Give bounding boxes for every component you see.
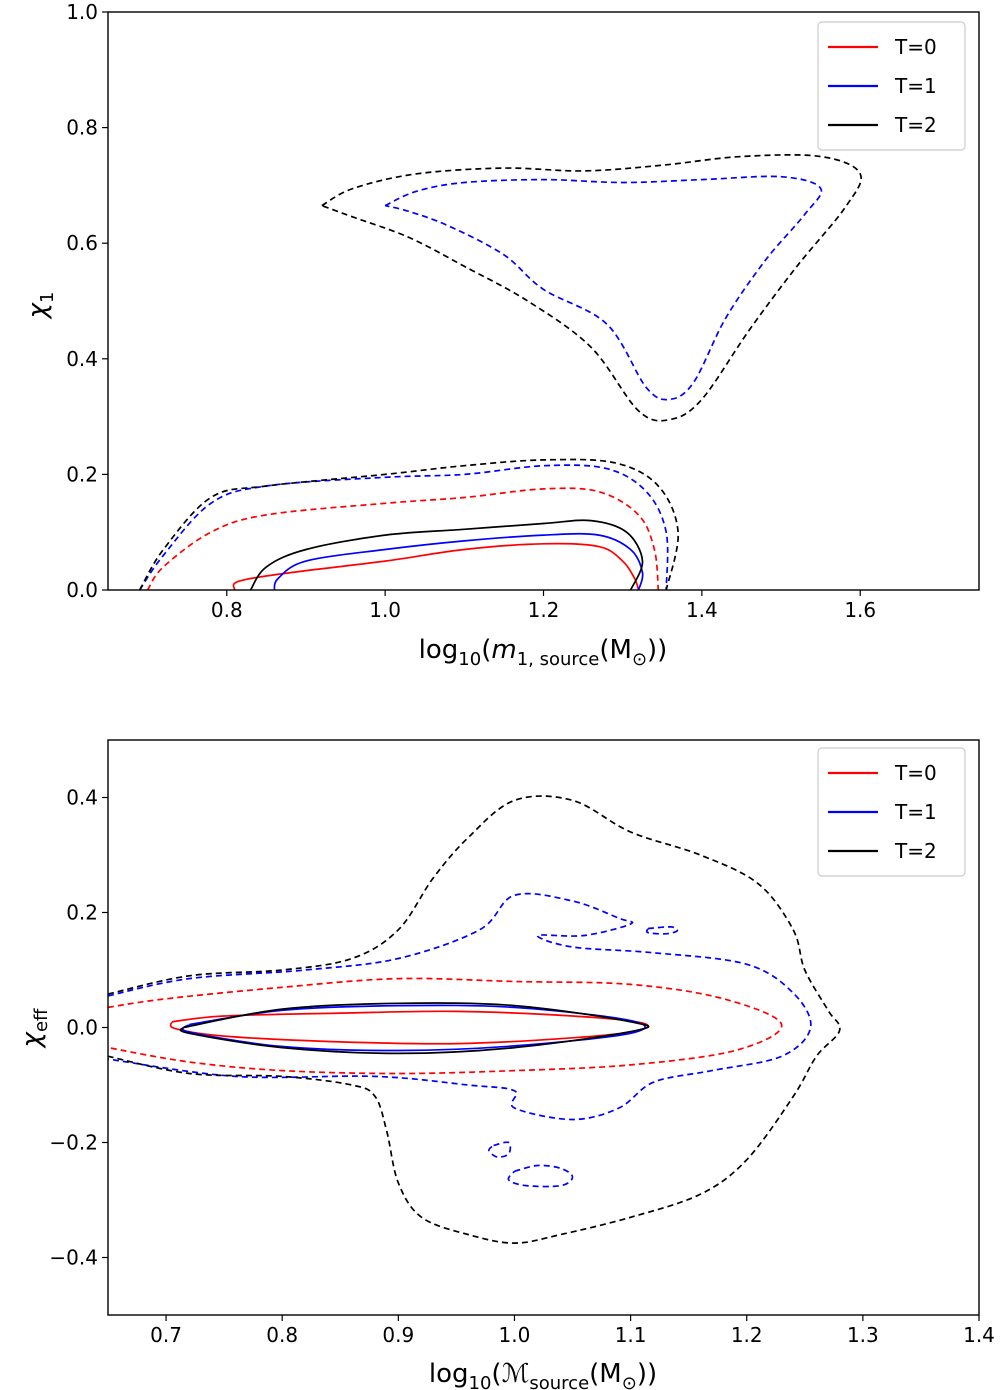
contour-layer [107, 795, 841, 1244]
x-tick-label: 1.3 [847, 1323, 879, 1347]
contour-t1-dashed-4 [507, 1164, 574, 1188]
y-axis-ticks: 0.4 0.2 0.0 −0.2 −0.4 [49, 786, 108, 1270]
x-tick-label: 1.0 [369, 598, 401, 622]
y-axis-label: χeff [17, 1008, 52, 1049]
legend-box [817, 21, 966, 151]
legend-label-t2: T=2 [894, 113, 937, 137]
contour-t1-dashed-2 [645, 925, 679, 935]
y-tick-label: 0.2 [66, 462, 98, 486]
legend-label-t1: T=1 [894, 800, 937, 824]
contour-t2-solid-0 [249, 519, 644, 591]
x-axis-label: log10(ℳsource(M⊙)) [429, 1359, 657, 1390]
legend: T=0 T=1 T=2 [817, 747, 966, 877]
y-tick-label: −0.4 [49, 1246, 98, 1270]
x-tick-label: 1.0 [499, 1323, 531, 1347]
y-axis-label: χ1 [23, 292, 58, 321]
legend-label-t2: T=2 [894, 839, 937, 863]
contour-t2-dashed-2 [321, 153, 862, 422]
contour-t0-dashed-1 [107, 977, 783, 1075]
y-tick-label: 1.0 [66, 0, 98, 24]
contour-t1-solid-0 [273, 532, 644, 591]
legend-box [817, 747, 966, 877]
x-tick-label: 1.6 [844, 598, 876, 622]
x-tick-label: 1.4 [963, 1323, 995, 1347]
chart-chieff-vs-log-chirp-mass: 0.7 0.8 0.9 1.0 1.1 1.2 1.3 1.4 0.4 0.2 0.0 −0.2 −0… [17, 739, 995, 1390]
legend-label-t0: T=0 [894, 761, 937, 785]
x-tick-label: 1.4 [686, 598, 718, 622]
contour-t1-dashed-1 [138, 464, 669, 591]
contour-t2-dashed-1 [107, 795, 841, 1244]
contour-t0-dashed-1 [146, 487, 660, 591]
contour-layer [138, 153, 862, 591]
contour-t1-dashed-3 [488, 1141, 512, 1158]
x-tick-label: 1.2 [731, 1323, 763, 1347]
contour-t2-dashed-1 [138, 458, 679, 591]
contour-t2-solid-0 [179, 1002, 650, 1055]
x-tick-label: 0.7 [150, 1323, 182, 1347]
contour-t1-dashed-2 [384, 175, 823, 401]
legend-label-t0: T=0 [894, 35, 937, 59]
x-axis-label: log10(m1, source(M⊙)) [419, 635, 668, 670]
y-tick-label: 0.6 [66, 231, 98, 255]
y-axis-ticks: 0.0 0.2 0.4 0.6 0.8 1.0 [66, 0, 108, 602]
legend-label-t1: T=1 [894, 74, 937, 98]
y-tick-label: −0.2 [49, 1131, 98, 1155]
contour-t0-solid-0 [232, 542, 640, 591]
x-axis-ticks: 0.7 0.8 0.9 1.0 1.1 1.2 1.3 1.4 [150, 1315, 995, 1347]
contour-t1-dashed-1 [107, 892, 812, 1121]
legend: T=0 T=1 T=2 [817, 21, 966, 151]
y-tick-label: 0.0 [66, 578, 98, 602]
chart-chi1-vs-log-m1: 0.8 1.0 1.2 1.4 1.6 0.0 0.2 0.4 0.6 0.8 1.0 log10… [23, 0, 980, 670]
x-tick-label: 1.2 [528, 598, 560, 622]
x-axis-ticks: 0.8 1.0 1.2 1.4 1.6 [211, 590, 876, 622]
x-tick-label: 0.9 [382, 1323, 414, 1347]
y-tick-label: 0.0 [66, 1016, 98, 1040]
y-tick-label: 0.2 [66, 901, 98, 925]
x-tick-label: 0.8 [266, 1323, 298, 1347]
y-tick-label: 0.8 [66, 116, 98, 140]
y-tick-label: 0.4 [66, 786, 98, 810]
x-tick-label: 1.1 [615, 1323, 647, 1347]
y-tick-label: 0.4 [66, 347, 98, 371]
x-tick-label: 0.8 [211, 598, 243, 622]
contour-t1-solid-0 [181, 1004, 647, 1052]
